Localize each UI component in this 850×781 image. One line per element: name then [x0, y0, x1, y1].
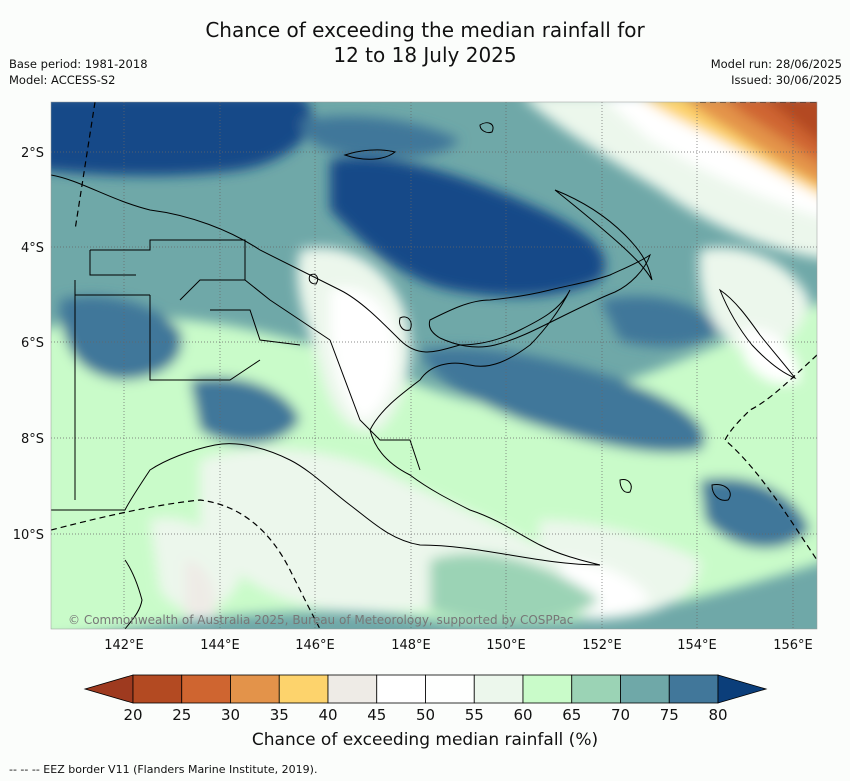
model-name: Model: ACCESS-S2 — [9, 73, 116, 87]
island-2 — [399, 316, 412, 331]
lon-label-146e: 146°E — [295, 638, 335, 653]
colorbar-tick-label: 20 — [123, 706, 142, 724]
colorbar: 20 25 30 35 40 45 50 55 60 65 70 75 80 — [83, 674, 768, 724]
lat-label-2s: 2°S — [21, 146, 44, 161]
colorbar-ticks: 20 25 30 35 40 45 50 55 60 65 70 75 80 — [123, 706, 727, 724]
copyright-notice: © Commonwealth of Australia 2025, Bureau… — [68, 613, 574, 627]
colorbar-tick-label: 25 — [172, 706, 191, 724]
lon-label-148e: 148°E — [391, 638, 431, 653]
lon-label-152e: 152°E — [582, 638, 622, 653]
colorbar-tick-label: 35 — [270, 706, 289, 724]
colorbar-tick-label: 30 — [221, 706, 240, 724]
colorbar-segment — [278, 674, 329, 704]
colorbar-tick-label: 55 — [465, 706, 484, 724]
colorbar-tick-label: 45 — [367, 706, 386, 724]
island-3 — [711, 483, 731, 501]
colorbar-segment — [668, 674, 719, 704]
graticule — [51, 102, 817, 629]
colorbar-tick-label: 60 — [513, 706, 532, 724]
lon-label-156e: 156°E — [773, 638, 813, 653]
title-line-1: Chance of exceeding the median rainfall … — [205, 18, 645, 42]
colorbar-under-arrow — [83, 674, 134, 704]
manus-coast — [343, 149, 397, 160]
lon-label-150e: 150°E — [486, 638, 526, 653]
colorbar-segment — [522, 674, 573, 704]
colorbar-tick-label: 70 — [611, 706, 630, 724]
lat-label-10s: 10°S — [13, 528, 44, 543]
lon-labels: 142°E 144°E 146°E 148°E 150°E 152°E 154°… — [104, 638, 813, 653]
island-4 — [308, 273, 319, 285]
issued-date: Issued: 30/06/2025 — [731, 73, 842, 87]
colorbar-segment — [571, 674, 621, 704]
colorbar-tick-label: 50 — [416, 706, 435, 724]
eez-borders — [51, 102, 817, 629]
colorbar-segments — [132, 674, 719, 704]
colorbar-segment — [425, 674, 475, 704]
lat-label-6s: 6°S — [21, 336, 44, 351]
torres-strait-coast — [124, 559, 143, 629]
province-borders — [74, 239, 421, 500]
lat-label-8s: 8°S — [21, 432, 44, 447]
colorbar-tick-label: 65 — [562, 706, 581, 724]
bougainville-coast — [718, 288, 797, 380]
meta-right: Model run: 28/06/2025 Issued: 30/06/2025 — [711, 56, 842, 88]
lon-label-144e: 144°E — [200, 638, 240, 653]
colorbar-segment — [376, 674, 426, 704]
map-frame — [50, 101, 818, 630]
island-1 — [479, 122, 494, 133]
lat-label-4s: 4°S — [21, 241, 44, 256]
colorbar-over-arrow — [717, 674, 768, 704]
title-line-2: 12 to 18 July 2025 — [333, 43, 517, 67]
colorbar-segment — [181, 674, 231, 704]
colorbar-tick-label: 75 — [660, 706, 679, 724]
lat-labels: 2°S 4°S 6°S 8°S 10°S — [13, 146, 44, 543]
colorbar-segment — [473, 674, 524, 704]
eez-footer-note: -- -- -- EEZ border V11 (Flanders Marine… — [9, 763, 318, 776]
colorbar-segment — [132, 674, 183, 704]
model-run: Model run: 28/06/2025 — [710, 57, 842, 71]
map-title: Chance of exceeding the median rainfall … — [0, 18, 850, 68]
colorbar-segment — [620, 674, 670, 704]
colorbar-segment — [327, 674, 378, 704]
colorbar-segment — [230, 674, 280, 704]
map-area — [51, 102, 817, 629]
colorbar-tick-label: 40 — [318, 706, 337, 724]
colorbar-tick-label: 80 — [708, 706, 727, 724]
new-britain-coast — [428, 253, 651, 348]
meta-left: Base period: 1981-2018 Model: ACCESS-S2 — [9, 56, 148, 88]
island-5 — [619, 479, 632, 493]
new-ireland-coast — [554, 189, 653, 281]
lon-label-154e: 154°E — [677, 638, 717, 653]
base-period: Base period: 1981-2018 — [9, 57, 148, 71]
colorbar-label: Chance of exceeding median rainfall (%) — [251, 730, 599, 750]
lon-label-142e: 142°E — [104, 638, 144, 653]
